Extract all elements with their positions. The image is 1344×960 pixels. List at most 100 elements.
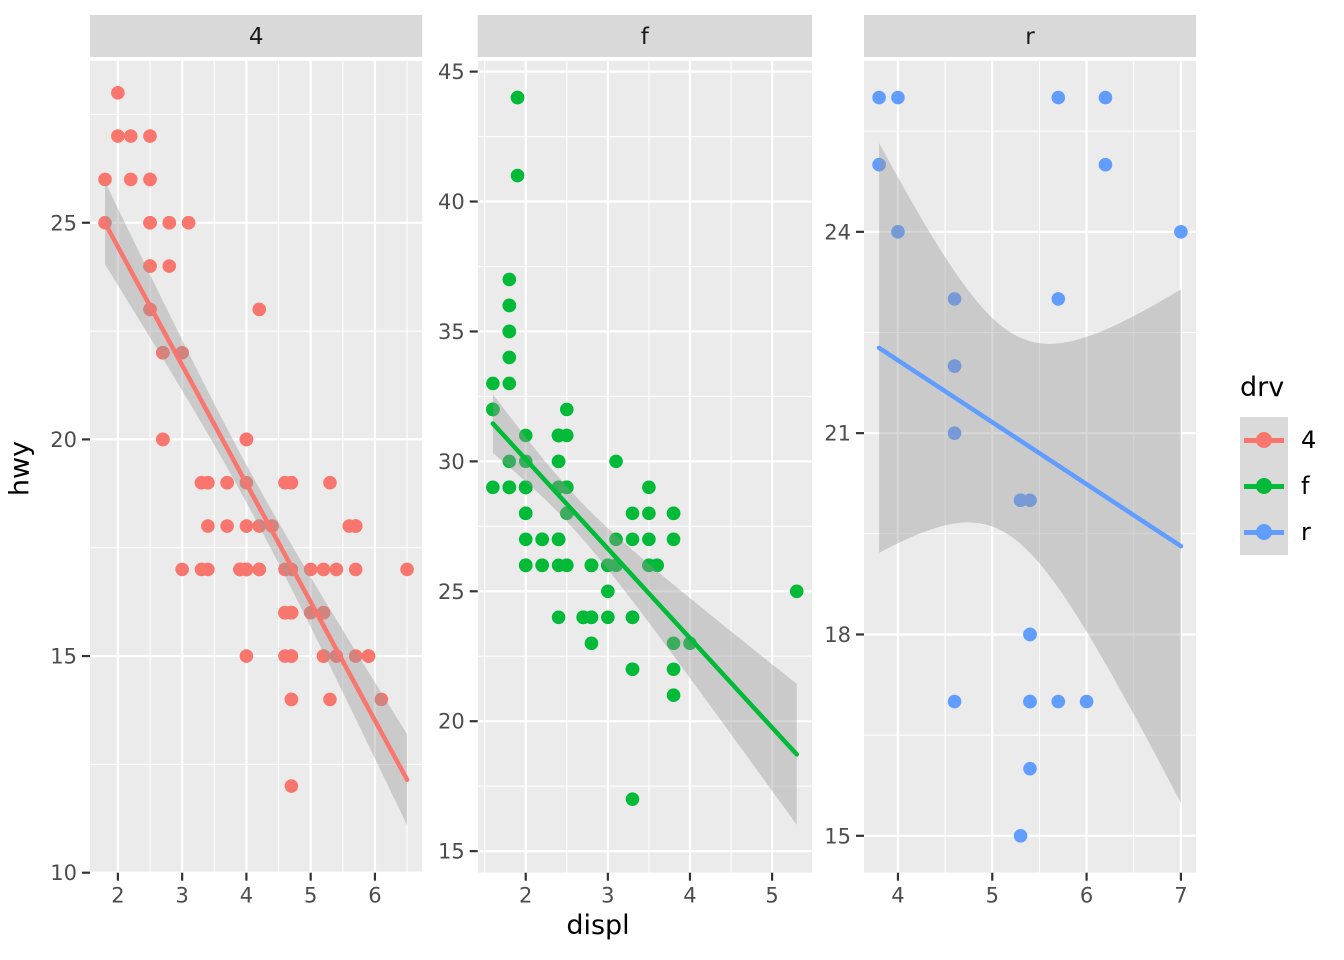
data-point	[252, 519, 267, 533]
y-tick-label: 30	[438, 450, 465, 474]
data-point	[584, 610, 599, 625]
data-point	[201, 475, 215, 490]
data-point	[162, 215, 177, 230]
data-point	[1051, 90, 1066, 105]
x-tick-label: 2	[111, 884, 124, 908]
data-point	[1013, 493, 1028, 508]
legend-key-swatch	[1240, 417, 1288, 463]
data-point	[559, 558, 574, 573]
x-tick-label: 4	[891, 884, 904, 908]
data-point	[486, 402, 500, 417]
data-point	[666, 506, 681, 521]
data-point	[666, 688, 681, 703]
data-point	[278, 649, 292, 663]
data-point	[872, 90, 886, 105]
x-tick-label: 5	[304, 884, 317, 908]
data-point	[1098, 157, 1113, 172]
legend-title: drv	[1240, 372, 1285, 403]
data-point	[666, 532, 681, 547]
data-point	[518, 480, 533, 495]
data-point	[891, 225, 905, 239]
data-point	[502, 298, 517, 313]
data-point	[239, 562, 254, 577]
data-point	[947, 426, 962, 440]
data-point	[584, 558, 599, 573]
data-point	[201, 562, 215, 577]
facet-strip	[477, 15, 812, 57]
data-point	[1098, 90, 1113, 105]
y-tick-label: 40	[438, 190, 465, 214]
legend-key-dot	[1256, 432, 1272, 448]
data-point	[284, 692, 299, 707]
y-tick-label: 45	[438, 60, 465, 84]
data-point	[551, 428, 566, 443]
data-point	[1051, 292, 1066, 306]
data-point	[502, 454, 517, 469]
data-point	[316, 562, 331, 577]
data-point	[502, 376, 517, 391]
data-point	[348, 649, 363, 663]
data-point	[609, 454, 623, 469]
y-tick-label: 18	[824, 623, 851, 647]
data-point	[361, 649, 376, 663]
data-point	[502, 480, 517, 495]
data-point	[123, 129, 138, 143]
data-point	[329, 562, 344, 577]
y-tick-label: 20	[50, 428, 77, 452]
data-point	[156, 432, 170, 447]
data-point	[551, 610, 566, 625]
data-point	[666, 662, 681, 677]
legend-item-label: 4	[1301, 426, 1317, 454]
data-point	[947, 359, 962, 373]
data-point	[111, 85, 125, 100]
data-point	[143, 215, 157, 230]
data-point	[252, 302, 267, 317]
data-point	[642, 480, 656, 495]
legend-key-swatch	[1240, 509, 1288, 555]
data-point	[323, 475, 337, 490]
y-axis-title: hwy	[4, 440, 36, 497]
data-point	[98, 172, 112, 187]
data-point	[625, 662, 640, 677]
data-point	[642, 506, 656, 521]
data-point	[947, 292, 962, 306]
x-tick-label: 3	[601, 884, 614, 908]
data-point	[559, 402, 574, 417]
data-point	[891, 90, 905, 105]
data-point	[239, 519, 254, 533]
data-point	[143, 259, 157, 273]
data-point	[584, 636, 599, 651]
data-point	[1023, 694, 1037, 709]
x-tick-label: 6	[1080, 884, 1093, 908]
data-point	[201, 519, 215, 533]
regression-line	[876, 345, 1184, 549]
data-point	[278, 475, 292, 490]
data-point	[502, 350, 517, 365]
y-tick-label: 24	[824, 220, 851, 244]
data-point	[323, 692, 337, 707]
data-point	[123, 172, 138, 187]
legend-item-label: r	[1301, 518, 1311, 546]
data-point	[502, 324, 517, 339]
data-point	[1079, 694, 1094, 709]
data-point	[175, 562, 189, 577]
data-point	[518, 558, 533, 573]
facet-panel-f	[477, 60, 812, 873]
data-point	[650, 558, 664, 573]
data-point	[284, 779, 299, 793]
y-tick-label: 15	[50, 645, 77, 669]
data-point	[348, 519, 363, 533]
facet-panel-r	[864, 60, 1196, 873]
y-tick-label: 10	[50, 861, 77, 885]
data-point	[220, 519, 234, 533]
legend-key-dot	[1256, 478, 1272, 494]
y-tick-label: 25	[50, 211, 77, 235]
y-tick-label: 35	[438, 320, 465, 344]
data-point	[220, 475, 234, 490]
data-point	[303, 562, 318, 577]
regression-line	[102, 220, 410, 782]
facet-strip	[864, 15, 1196, 57]
y-tick-label: 15	[824, 824, 851, 848]
data-point	[551, 532, 566, 547]
